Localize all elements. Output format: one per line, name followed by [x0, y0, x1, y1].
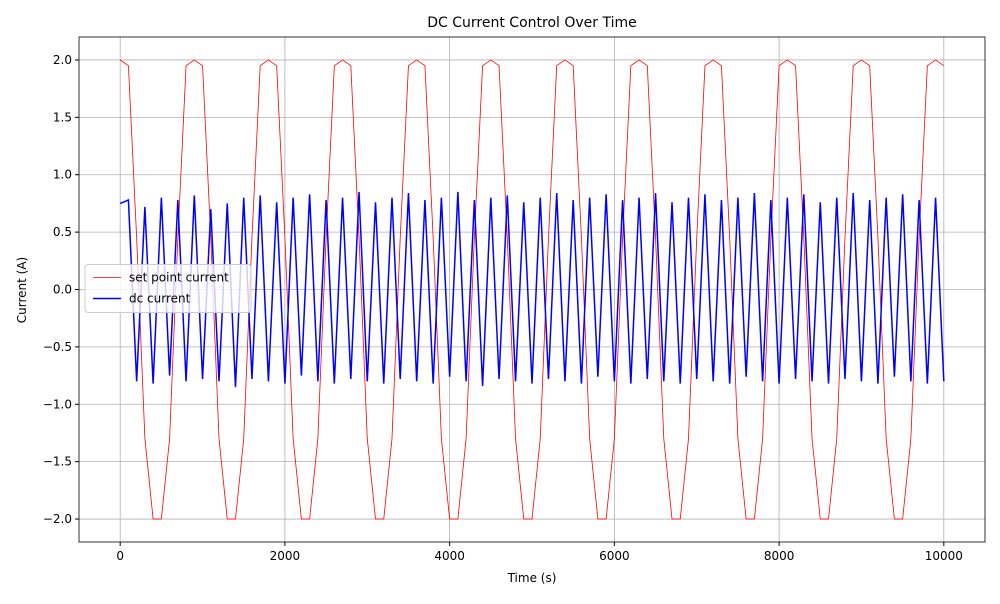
- y-tick-label: −1.0: [43, 397, 72, 411]
- data-line: [119, 191, 945, 388]
- x-tick-label: 2000: [270, 549, 301, 563]
- y-tick-label: 1.5: [53, 110, 72, 124]
- x-axis-label: Time (s): [507, 571, 557, 585]
- plot-frame: [78, 36, 986, 543]
- y-tick-label: −1.5: [43, 455, 72, 469]
- data-line: [119, 59, 945, 520]
- x-tick-label: 10000: [925, 549, 963, 563]
- y-tick-label: 2.0: [53, 53, 72, 67]
- y-tick-label: 1.0: [53, 168, 72, 182]
- y-tick-label: 0.5: [53, 225, 72, 239]
- y-tick-label: −2.0: [43, 512, 72, 526]
- y-axis-label: Current (A): [15, 257, 29, 323]
- legend: set point current dc current: [84, 264, 252, 313]
- x-tick-label: 8000: [764, 549, 795, 563]
- legend-label: set point current: [129, 271, 229, 285]
- x-tick-label: 0: [116, 549, 124, 563]
- x-tick-label: 4000: [434, 549, 465, 563]
- chart-title: DC Current Control Over Time: [427, 15, 636, 31]
- legend-label: dc current: [129, 292, 191, 306]
- legend-frame: [84, 264, 252, 313]
- y-tick-label: 0.0: [53, 283, 72, 297]
- x-tick-label: 6000: [599, 549, 630, 563]
- y-tick-label: −0.5: [43, 340, 72, 354]
